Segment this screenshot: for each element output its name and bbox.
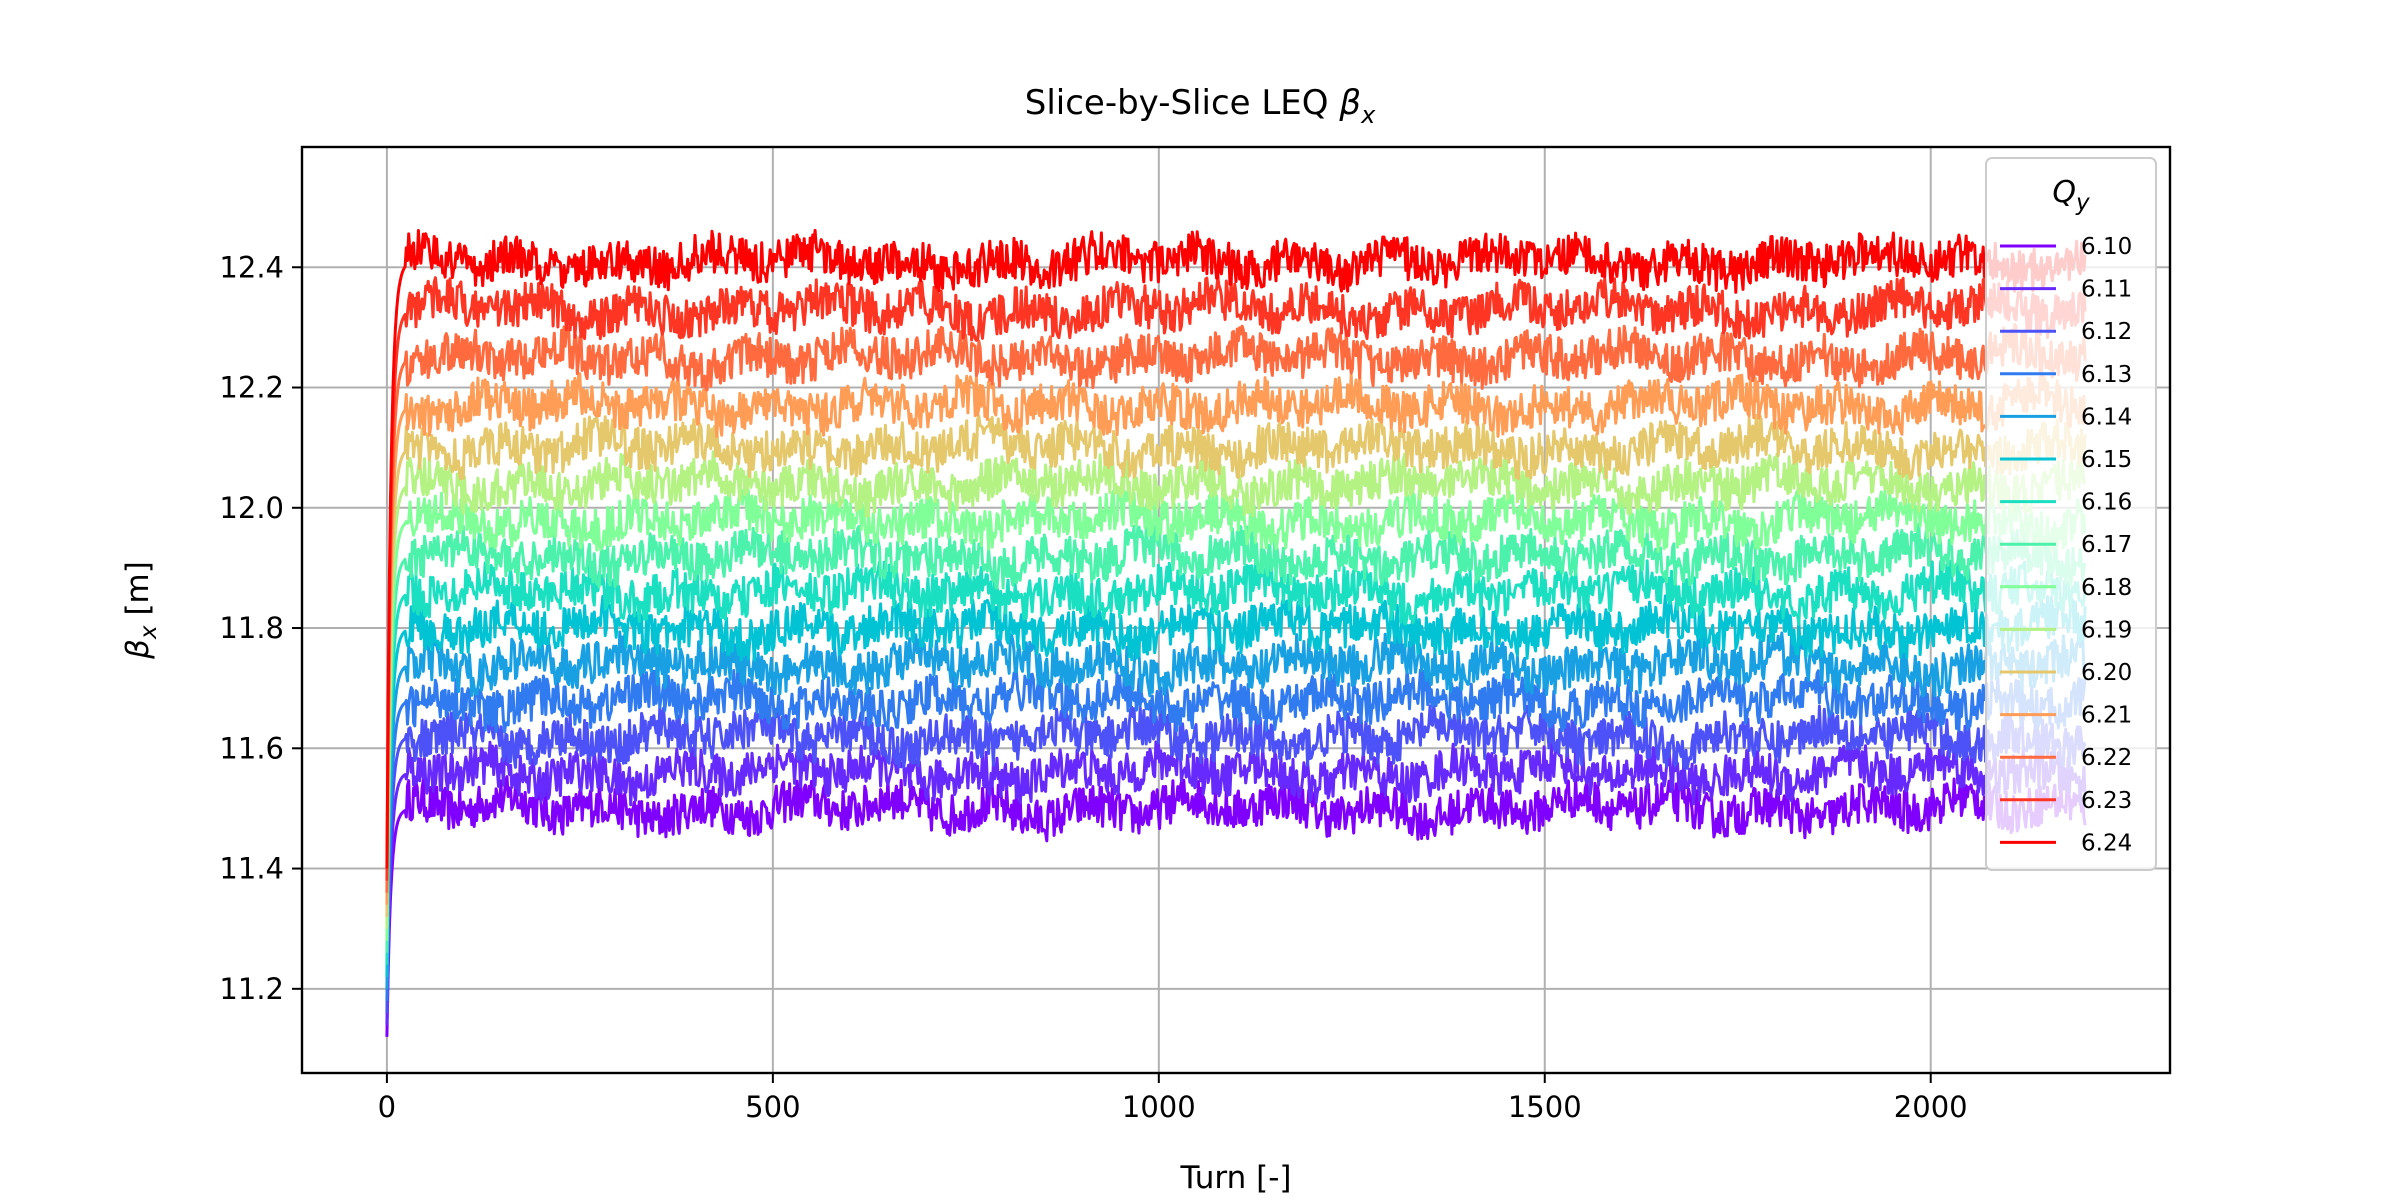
legend-items: 6.10 6.11 6.12 6.13 6.14 6.15 6.16 6.17 6.18 6.19… bbox=[2000, 234, 2132, 856]
legend-label: 6.23 bbox=[2081, 788, 2132, 814]
series-line-6.10 bbox=[385, 775, 2087, 1037]
x-axis-ticks: 0 500 1000 1500 2000 bbox=[378, 1073, 1968, 1124]
y-tick-label: 11.6 bbox=[219, 731, 284, 765]
legend-label: 6.16 bbox=[2081, 490, 2132, 516]
series-line-6.17 bbox=[385, 522, 2087, 953]
series-line-6.21 bbox=[385, 372, 2087, 905]
legend-box bbox=[1985, 157, 2157, 871]
series-line-6.15 bbox=[385, 594, 2087, 977]
legend-label: 6.12 bbox=[2081, 319, 2132, 345]
legend-title-subscript: y bbox=[2075, 190, 2090, 216]
y-tick-label: 11.8 bbox=[219, 611, 284, 645]
x-tick-label: 1500 bbox=[1508, 1090, 1582, 1124]
legend-label: 6.11 bbox=[2081, 277, 2132, 303]
series-line-6.14 bbox=[385, 630, 2087, 989]
y-tick-label: 12.4 bbox=[219, 250, 284, 284]
chart-title-symbol: β bbox=[1338, 83, 1361, 123]
chart-title-text: Slice-by-Slice LEQ bbox=[1025, 83, 1340, 123]
legend-label: 6.20 bbox=[2081, 660, 2132, 686]
series-line-6.20 bbox=[385, 414, 2087, 917]
x-tick-label: 2000 bbox=[1894, 1090, 1968, 1124]
series-line-6.11 bbox=[385, 740, 2087, 1025]
legend-label: 6.18 bbox=[2081, 575, 2132, 601]
series-lines bbox=[385, 228, 2087, 1037]
legend-label: 6.22 bbox=[2081, 745, 2132, 771]
legend: Qy 6.106.116.126.136.146.156.166.176.186… bbox=[1985, 157, 2157, 871]
series-line-6.13 bbox=[385, 668, 2087, 1001]
chart-title-subscript: x bbox=[1360, 101, 1376, 129]
x-tick-label: 500 bbox=[745, 1090, 800, 1124]
y-axis-label-subscript: x bbox=[136, 625, 162, 640]
y-axis-ticks: 11.2 11.4 11.6 11.8 12.0 12.2 12.4 bbox=[219, 250, 302, 1006]
chart-title: Slice-by-Slice LEQ βx bbox=[1025, 83, 1376, 129]
y-tick-label: 11.4 bbox=[219, 852, 284, 886]
legend-label: 6.17 bbox=[2081, 532, 2132, 558]
y-tick-label: 12.0 bbox=[219, 491, 284, 525]
series-line-6.12 bbox=[385, 703, 2087, 1013]
legend-label: 6.13 bbox=[2081, 362, 2132, 388]
y-axis-label-unit: [m] bbox=[120, 561, 156, 625]
y-axis-label-symbol: β bbox=[120, 639, 156, 660]
legend-title: Qy bbox=[2052, 175, 2090, 216]
series-line-6.16 bbox=[385, 559, 2087, 965]
legend-label: 6.10 bbox=[2081, 234, 2132, 260]
series-line-6.22 bbox=[385, 323, 2087, 893]
x-tick-label: 1000 bbox=[1122, 1090, 1196, 1124]
series-line-6.18 bbox=[385, 486, 2087, 941]
y-tick-label: 12.2 bbox=[219, 371, 284, 405]
plot-frame bbox=[300, 145, 2172, 1075]
y-tick-label: 11.2 bbox=[219, 972, 284, 1006]
y-axis-label: βx [m] bbox=[120, 561, 162, 660]
series-line-6.19 bbox=[385, 450, 2086, 929]
legend-label: 6.15 bbox=[2081, 447, 2132, 473]
series-line-6.24 bbox=[385, 228, 2087, 869]
legend-title-symbol: Q bbox=[2052, 175, 2076, 210]
legend-label: 6.19 bbox=[2081, 617, 2132, 643]
series-line-6.23 bbox=[385, 275, 2087, 881]
legend-label: 6.14 bbox=[2081, 404, 2132, 430]
x-axis-label: Turn [-] bbox=[1180, 1160, 1292, 1196]
legend-label: 6.24 bbox=[2081, 830, 2132, 856]
x-tick-label: 0 bbox=[378, 1090, 396, 1124]
legend-label: 6.21 bbox=[2081, 703, 2132, 729]
